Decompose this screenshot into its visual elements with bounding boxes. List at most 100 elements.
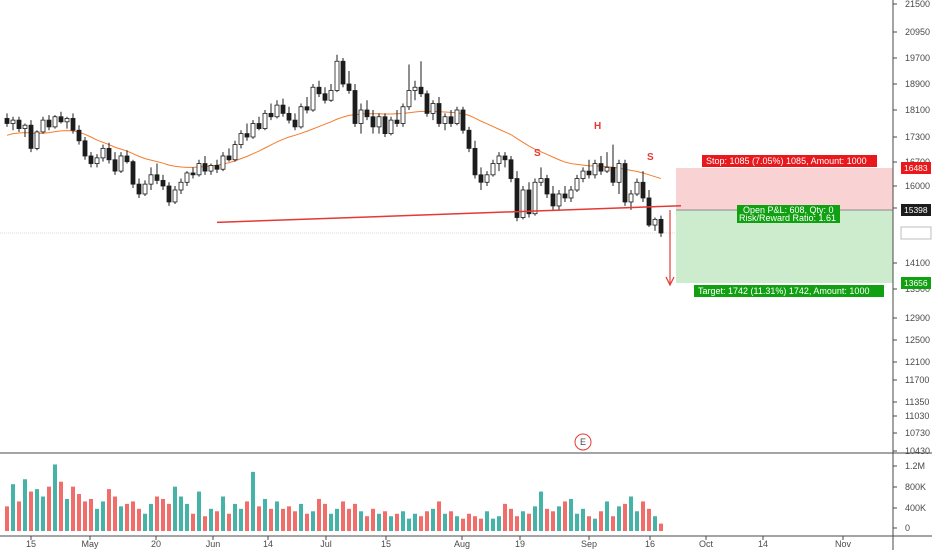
candle-body[interactable] — [496, 155, 502, 164]
candle-body[interactable] — [616, 163, 622, 183]
candle-body[interactable] — [520, 189, 526, 218]
candle-body[interactable] — [466, 129, 472, 149]
candle-body[interactable] — [598, 163, 604, 172]
candle-body[interactable] — [112, 159, 118, 172]
date-tick-label[interactable]: Jun — [206, 539, 221, 549]
candle-body[interactable] — [652, 218, 658, 226]
candle-body[interactable] — [322, 93, 328, 101]
candle-body[interactable] — [442, 116, 448, 124]
date-tick-label[interactable]: 20 — [151, 539, 161, 549]
candle-body[interactable] — [178, 181, 184, 191]
candle-body[interactable] — [22, 124, 28, 129]
candle-body[interactable] — [634, 181, 640, 195]
candle-body[interactable] — [640, 181, 646, 199]
candle-body[interactable] — [340, 60, 346, 85]
candle-body[interactable] — [148, 174, 154, 185]
candle-body[interactable] — [568, 189, 574, 199]
date-axis[interactable]: 15 May 20 Jun 14 Jul 15 Aug 19 Sep 16 Oct 14 Nov — [26, 536, 852, 549]
date-tick-label[interactable]: 15 — [26, 539, 36, 549]
candle-body[interactable] — [394, 119, 400, 124]
candle-body[interactable] — [232, 144, 238, 161]
candle-body[interactable] — [262, 112, 268, 129]
candle-body[interactable] — [118, 155, 124, 172]
candle-body[interactable] — [220, 155, 226, 170]
candle-body[interactable] — [484, 174, 490, 183]
candle-body[interactable] — [64, 118, 70, 123]
candle-body[interactable] — [76, 129, 82, 142]
candle-body[interactable] — [172, 189, 178, 203]
candle-body[interactable] — [550, 193, 556, 207]
candle-body[interactable] — [34, 131, 40, 149]
date-tick-label[interactable]: Jul — [320, 539, 332, 549]
candle-body[interactable] — [514, 178, 520, 218]
candle-body[interactable] — [430, 103, 436, 114]
candle-body[interactable] — [40, 119, 46, 133]
candle-body[interactable] — [28, 124, 34, 149]
candle-body[interactable] — [298, 106, 304, 128]
candle-body[interactable] — [388, 119, 394, 135]
candle-body[interactable] — [244, 133, 250, 138]
candle-body[interactable] — [16, 119, 22, 129]
candle-body[interactable] — [196, 163, 202, 176]
candle-body[interactable] — [100, 147, 106, 159]
candle-body[interactable] — [502, 155, 508, 161]
candle-body[interactable] — [418, 86, 424, 95]
candle-body[interactable] — [214, 165, 220, 170]
candle-body[interactable] — [280, 104, 286, 114]
candle-body[interactable] — [238, 133, 244, 145]
date-tick-label[interactable]: Aug — [454, 539, 470, 549]
candle-body[interactable] — [208, 165, 214, 172]
date-tick-label[interactable]: 16 — [645, 539, 655, 549]
candle-body[interactable] — [292, 119, 298, 128]
earnings-icon[interactable] — [574, 433, 592, 451]
earnings-marker[interactable]: E — [574, 433, 592, 451]
candle-body[interactable] — [562, 193, 568, 199]
candle-body[interactable] — [364, 109, 370, 118]
candle-body[interactable] — [586, 170, 592, 176]
head-and-shoulders-pattern[interactable]: S H S — [216, 121, 682, 287]
candle-body[interactable] — [142, 183, 148, 195]
candle-body[interactable] — [52, 116, 58, 128]
candle-body[interactable] — [124, 155, 130, 163]
candle-body[interactable] — [328, 90, 334, 101]
date-tick-label[interactable]: 14 — [263, 539, 273, 549]
candle-body[interactable] — [628, 193, 634, 203]
date-tick-label[interactable]: May — [81, 539, 99, 549]
candle-body[interactable] — [604, 166, 610, 172]
date-tick-label[interactable]: 19 — [515, 539, 525, 549]
candle-body[interactable] — [184, 172, 190, 183]
neckline[interactable] — [216, 204, 682, 224]
candle-body[interactable] — [202, 163, 208, 172]
candle-body[interactable] — [472, 147, 478, 176]
candle-body[interactable] — [226, 155, 232, 161]
candle-body[interactable] — [4, 118, 10, 124]
candle-body[interactable] — [166, 185, 172, 203]
candlesticks[interactable] — [4, 54, 664, 237]
candle-body[interactable] — [190, 172, 196, 176]
candle-body[interactable] — [94, 157, 100, 164]
candle-body[interactable] — [454, 109, 460, 124]
candle-body[interactable] — [532, 181, 538, 215]
candle-body[interactable] — [490, 163, 496, 176]
candle-body[interactable] — [610, 166, 616, 183]
candle-body[interactable] — [286, 112, 292, 121]
candle-body[interactable] — [544, 178, 550, 195]
candle-body[interactable] — [136, 183, 142, 195]
candle-body[interactable] — [658, 218, 664, 234]
date-tick-label[interactable]: Sep — [581, 539, 597, 549]
candle-body[interactable] — [592, 163, 598, 176]
candle-body[interactable] — [304, 106, 310, 111]
candle-body[interactable] — [274, 104, 280, 118]
candle-body[interactable] — [370, 116, 376, 128]
candle-body[interactable] — [310, 86, 316, 111]
candle-body[interactable] — [46, 119, 52, 128]
date-tick-label[interactable]: 15 — [381, 539, 391, 549]
candle-body[interactable] — [646, 197, 652, 226]
candle-body[interactable] — [622, 163, 628, 203]
candle-body[interactable] — [424, 93, 430, 114]
candle-body[interactable] — [160, 180, 166, 187]
candle-body[interactable] — [70, 118, 76, 131]
candle-body[interactable] — [88, 155, 94, 164]
candle-body[interactable] — [256, 123, 262, 129]
